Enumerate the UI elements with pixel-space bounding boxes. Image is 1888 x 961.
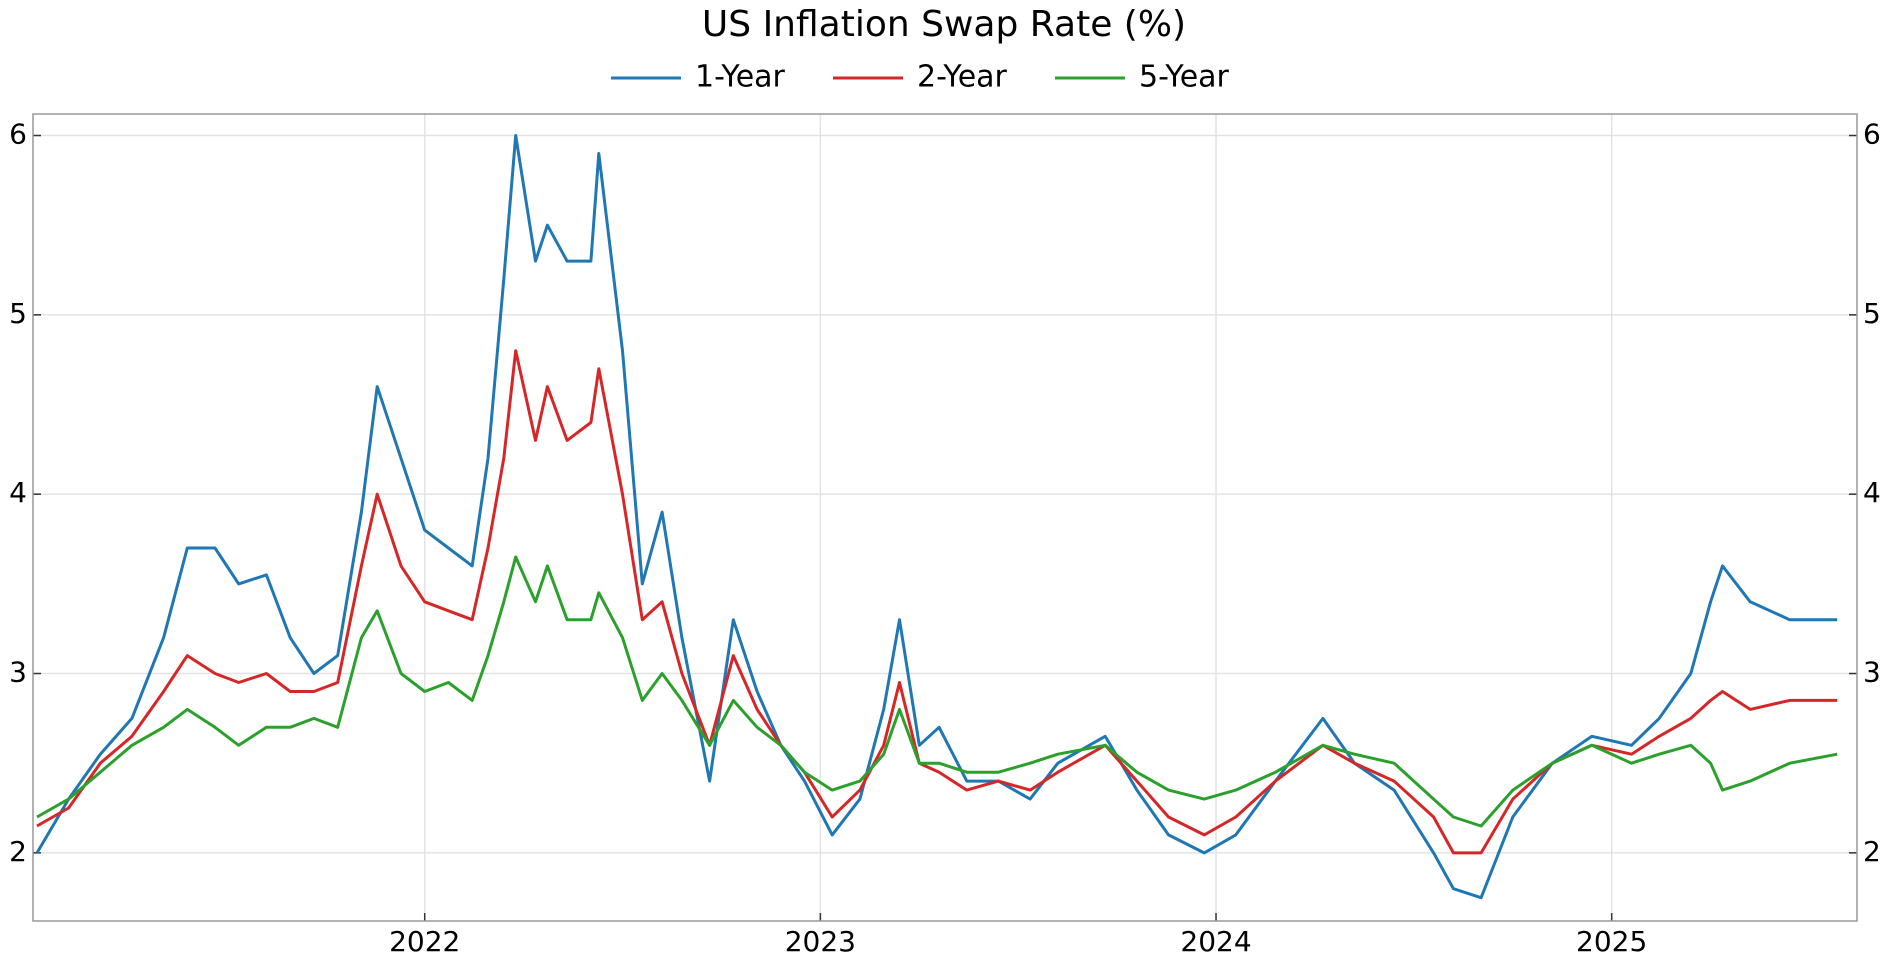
chart-title: US Inflation Swap Rate (%) [702,4,1186,45]
x-tick-label: 2023 [785,925,856,958]
y-tick-label: 2 [1863,835,1881,868]
legend-label: 2-Year [917,60,1008,95]
legend-label: 5-Year [1139,60,1230,95]
y-tick-label: 6 [9,118,27,151]
x-tick-label: 2022 [389,925,460,958]
legend-label: 1-Year [695,60,786,95]
plot-frame [32,113,1858,922]
y-tick-label: 4 [9,476,27,509]
y-tick-label: 3 [9,656,27,689]
y-tick-label: 5 [1863,297,1881,330]
x-tick-label: 2024 [1180,925,1251,958]
y-tick-label: 5 [9,297,27,330]
series-line [35,134,1838,900]
y-tick-label: 6 [1863,118,1881,151]
x-tick-label: 2025 [1576,925,1647,958]
y-tick-label: 3 [1863,656,1881,689]
y-tick-label: 4 [1863,476,1881,509]
y-tick-label: 2 [9,835,27,868]
series-line [36,555,1838,828]
series-line [36,349,1838,855]
